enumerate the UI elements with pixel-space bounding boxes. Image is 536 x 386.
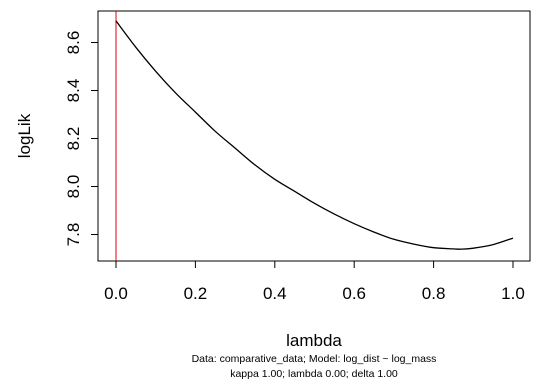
x-axis-title: lambda [286, 331, 342, 350]
x-tick-label: 0.0 [104, 284, 128, 303]
x-axis: 0.0 0.2 0.4 0.6 0.8 1.0 [104, 260, 525, 303]
y-axis: 7.8 8.0 8.2 8.4 8.6 [64, 31, 99, 247]
series-line [115, 20, 514, 250]
y-tick-label: 8.4 [64, 79, 83, 103]
caption-line-2: kappa 1.00; lambda 0.00; delta 1.00 [230, 368, 398, 380]
x-tick-label: 0.8 [422, 284, 446, 303]
x-tick-label: 0.2 [184, 284, 208, 303]
y-axis-title: logLik [15, 113, 34, 158]
y-tick-label: 8.6 [64, 31, 83, 55]
y-tick-label: 8.2 [64, 127, 83, 151]
plot-frame [97, 10, 531, 262]
caption-line-1: Data: comparative_data; Model: log_dist … [192, 353, 437, 365]
x-tick-label: 1.0 [501, 284, 525, 303]
y-tick-label: 7.8 [64, 223, 83, 247]
x-tick-label: 0.4 [263, 284, 287, 303]
x-tick-label: 0.6 [342, 284, 366, 303]
y-tick-label: 8.0 [64, 175, 83, 199]
